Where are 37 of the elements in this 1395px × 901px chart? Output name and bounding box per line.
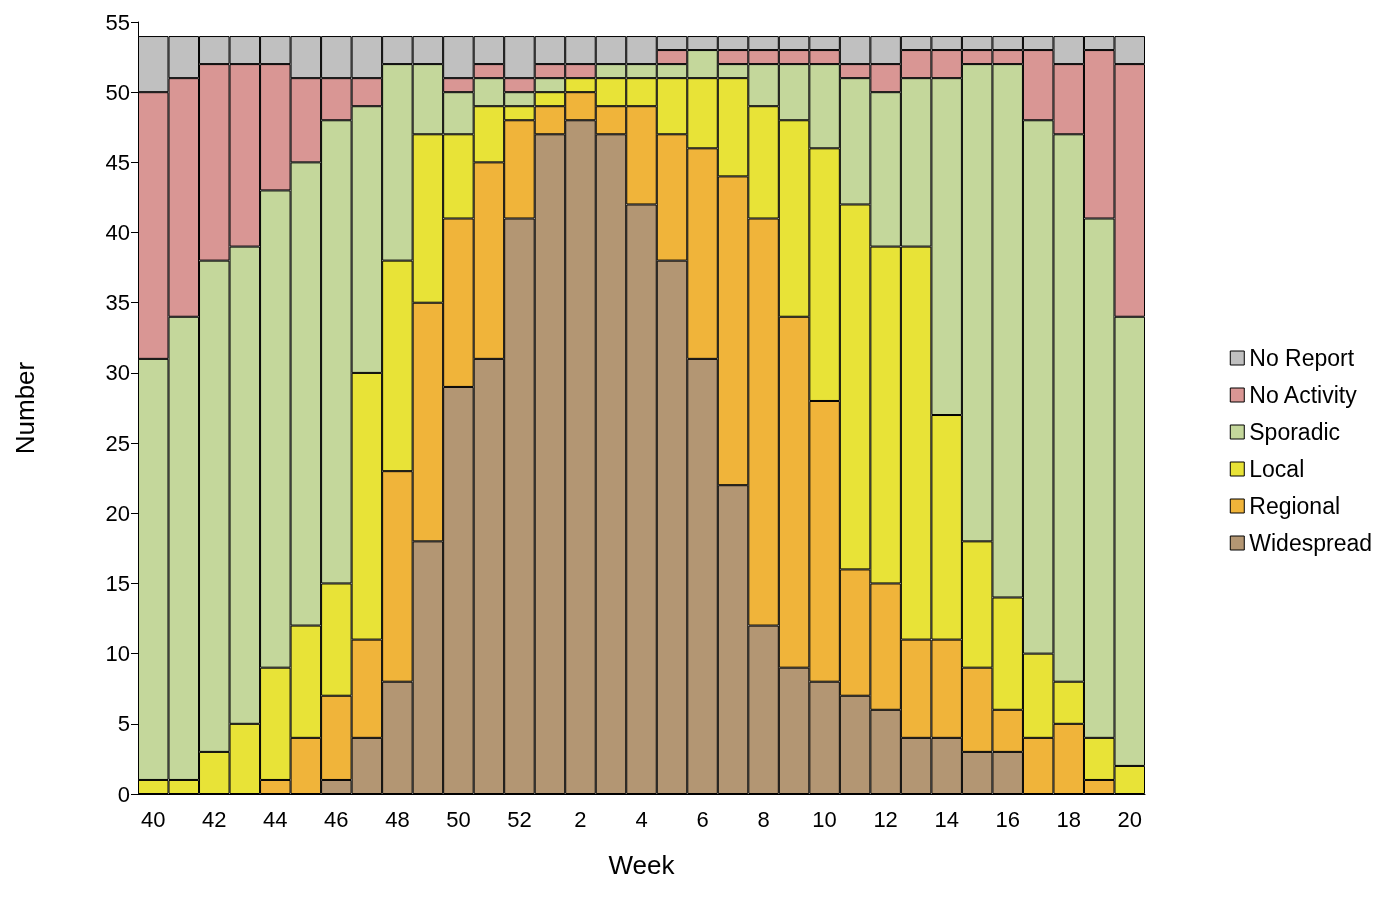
- x-tick-label: 8: [757, 806, 770, 832]
- legend-label: Widespread: [1249, 530, 1373, 556]
- y-tick-label: 50: [105, 79, 130, 105]
- legend-label: Sporadic: [1249, 419, 1341, 445]
- x-tick-label: 6: [696, 806, 709, 832]
- y-tick-label: 35: [105, 290, 130, 316]
- y-tick-label: 0: [117, 781, 130, 807]
- y-tick-label: 15: [105, 570, 130, 596]
- y-tick-label: 30: [105, 360, 130, 386]
- legend-label: Regional: [1249, 493, 1341, 519]
- y-tick-label: 20: [105, 500, 130, 526]
- x-axis-title: Week: [608, 850, 676, 880]
- x-tick-label: 14: [934, 806, 959, 832]
- x-tick-label: 48: [385, 806, 410, 832]
- y-tick-label: 40: [105, 220, 130, 246]
- y-axis-title: Number: [10, 361, 40, 455]
- x-tick-label: 4: [635, 806, 648, 832]
- x-tick-label: 18: [1056, 806, 1081, 832]
- x-tick-label: 50: [446, 806, 471, 832]
- y-tick-label: 45: [105, 149, 130, 175]
- x-tick-label: 2: [574, 806, 587, 832]
- y-tick-label: 10: [105, 641, 130, 667]
- x-tick-label: 10: [812, 806, 837, 832]
- x-tick-label: 42: [202, 806, 227, 832]
- y-tick-label: 25: [105, 430, 130, 456]
- legend-label: Local: [1249, 456, 1305, 482]
- legend-label: No Report: [1249, 345, 1355, 371]
- legend-label: No Activity: [1249, 382, 1358, 408]
- x-tick-label: 44: [263, 806, 288, 832]
- y-tick-label: 55: [105, 9, 130, 35]
- x-tick-label: 12: [873, 806, 898, 832]
- x-tick-label: 20: [1117, 806, 1142, 832]
- x-tick-label: 16: [995, 806, 1020, 832]
- x-tick-label: 46: [324, 806, 349, 832]
- x-tick-label: 40: [141, 806, 166, 832]
- y-tick-label: 5: [117, 711, 130, 737]
- x-tick-label: 52: [507, 806, 532, 832]
